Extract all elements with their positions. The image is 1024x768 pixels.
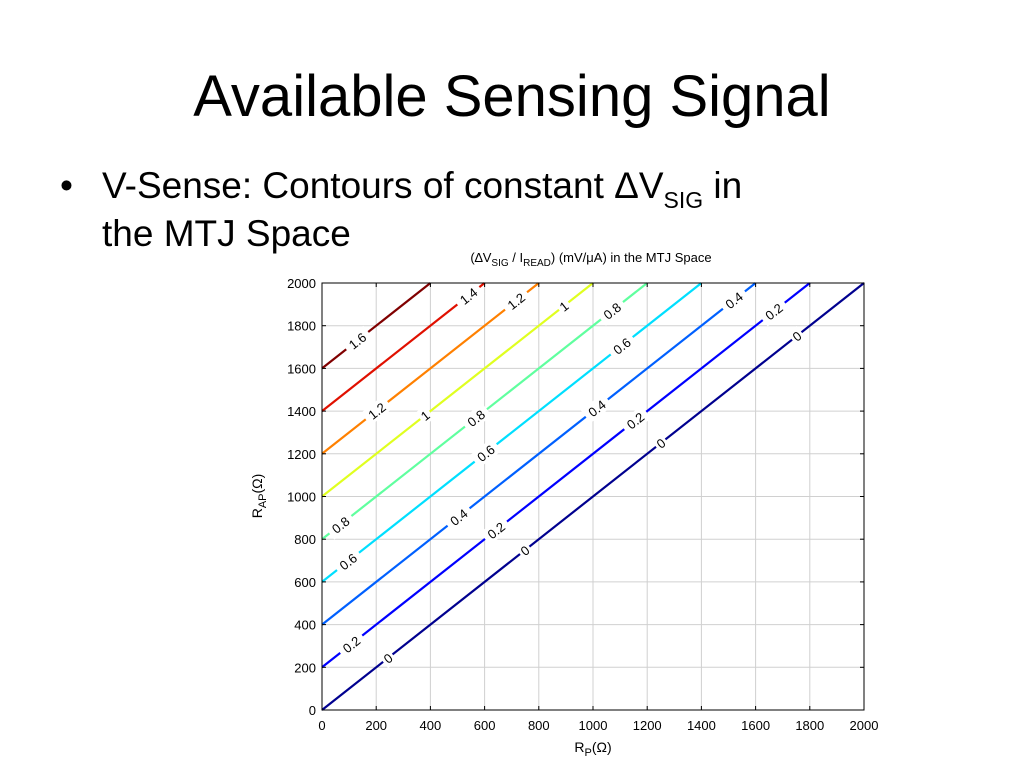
slide-title: Available Sensing Signal xyxy=(193,64,831,129)
contour-label: 1.2 xyxy=(360,395,393,426)
contour-label-bg xyxy=(554,296,574,317)
contour-label: 0 xyxy=(651,433,671,454)
bullet-text-suffix: in xyxy=(703,165,743,206)
contour-line-0.6 xyxy=(321,282,703,583)
contour-line-1.2 xyxy=(321,282,540,455)
y-tick-label: 1400 xyxy=(287,404,316,419)
x-tick-label: 1000 xyxy=(579,718,608,733)
bullet-dot: • xyxy=(60,165,73,206)
x-tick-label: 0 xyxy=(318,718,325,733)
contour-label-bg xyxy=(442,502,475,532)
y-tick-label: 1600 xyxy=(287,361,316,376)
y-tick-label: 400 xyxy=(294,618,316,633)
x-tick-label: 1200 xyxy=(633,718,662,733)
contour-label-bg xyxy=(596,295,628,326)
contour-label: 0.4 xyxy=(717,285,750,316)
contour-label-bg xyxy=(459,402,492,433)
bullet-text-prefix: V-Sense: Contours of constant ΔV xyxy=(102,165,664,206)
contour-label: 1 xyxy=(554,296,574,317)
contour-label-bg xyxy=(717,285,750,316)
x-tick-label: 600 xyxy=(474,718,496,733)
y-tick-label: 1200 xyxy=(287,447,316,462)
bullet-subscript: SIG xyxy=(663,187,704,213)
y-tick-label: 1800 xyxy=(287,319,316,334)
contour-label: 0.8 xyxy=(596,295,628,326)
y-tick-label: 2000 xyxy=(287,276,316,291)
y-axis-label: RAP(Ω) xyxy=(249,474,269,519)
contour-label: 1.2 xyxy=(500,285,532,316)
y-tick-label: 800 xyxy=(294,532,316,547)
chart-title: (∆VSIG / IREAD) (mV/μA) in the MTJ Space xyxy=(470,250,711,269)
contour-label-bg xyxy=(515,540,535,561)
contour-label: 0.4 xyxy=(580,393,613,424)
contour-label: 0 xyxy=(787,325,807,346)
y-tick-label: 1000 xyxy=(287,490,316,505)
contour-label-bg xyxy=(480,515,512,546)
contour-label-bg xyxy=(341,325,374,356)
contour-line-0 xyxy=(321,282,865,711)
x-axis-label: RP(Ω) xyxy=(574,739,611,759)
contour-label: 0.6 xyxy=(605,330,638,361)
x-tick-label: 800 xyxy=(528,718,550,733)
bullet-text-line2: the MTJ Space xyxy=(102,213,351,254)
contour-label: 0.4 xyxy=(442,502,475,532)
contour-label: 0.2 xyxy=(619,405,652,436)
x-tick-label: 1800 xyxy=(795,718,824,733)
y-tick-label: 200 xyxy=(294,660,316,675)
contour-label-bg xyxy=(619,405,652,436)
contour-label-bg xyxy=(787,325,807,346)
contour-label-bg xyxy=(415,405,435,426)
contour-label: 1.6 xyxy=(341,325,374,356)
x-tick-label: 1400 xyxy=(687,718,716,733)
x-tick-label: 2000 xyxy=(850,718,879,733)
y-tick-label: 600 xyxy=(294,575,316,590)
contour-label-bg xyxy=(469,437,502,468)
bullet-text: V-Sense: Contours of constant ΔVSIG in xyxy=(102,162,962,214)
contour-label-bg xyxy=(757,296,790,327)
contour-label: 0.2 xyxy=(757,296,790,327)
contour-line-1.6 xyxy=(321,282,432,370)
contour-label-bg xyxy=(324,509,357,540)
x-tick-label: 200 xyxy=(365,718,387,733)
contour-label: 0.6 xyxy=(332,546,364,577)
contour-label: 0.8 xyxy=(459,402,492,433)
contour-line-0.4 xyxy=(321,282,757,626)
contour-label-bg xyxy=(360,395,393,426)
contour-label: 0.6 xyxy=(469,437,502,468)
contour-line-0.2 xyxy=(321,282,811,669)
contour-label: 1.4 xyxy=(452,280,485,311)
contour-label: 0 xyxy=(515,540,535,561)
contour-label: 1 xyxy=(415,405,435,426)
contour-label-bg xyxy=(580,393,613,424)
contour-label-bg xyxy=(651,433,671,454)
contour-label-bg xyxy=(378,648,398,669)
contour-line-1 xyxy=(321,282,594,498)
contour-label: 0.2 xyxy=(335,629,368,660)
contour-label-bg xyxy=(605,330,638,361)
axis-ticks: 0 200 400 600 800 1000 1200 1400 1600 1800 2000020… xyxy=(287,276,878,733)
x-tick-label: 400 xyxy=(420,718,442,733)
contour-label-bg xyxy=(500,285,532,316)
contour-label: 0 xyxy=(378,648,398,669)
y-tick-label: 0 xyxy=(309,703,316,718)
x-tick-label: 1600 xyxy=(741,718,770,733)
contour-label-bg xyxy=(452,280,485,311)
contour-label-bg xyxy=(332,546,364,577)
contour-label-bg xyxy=(335,629,368,660)
contour-label: 0.8 xyxy=(324,509,357,540)
